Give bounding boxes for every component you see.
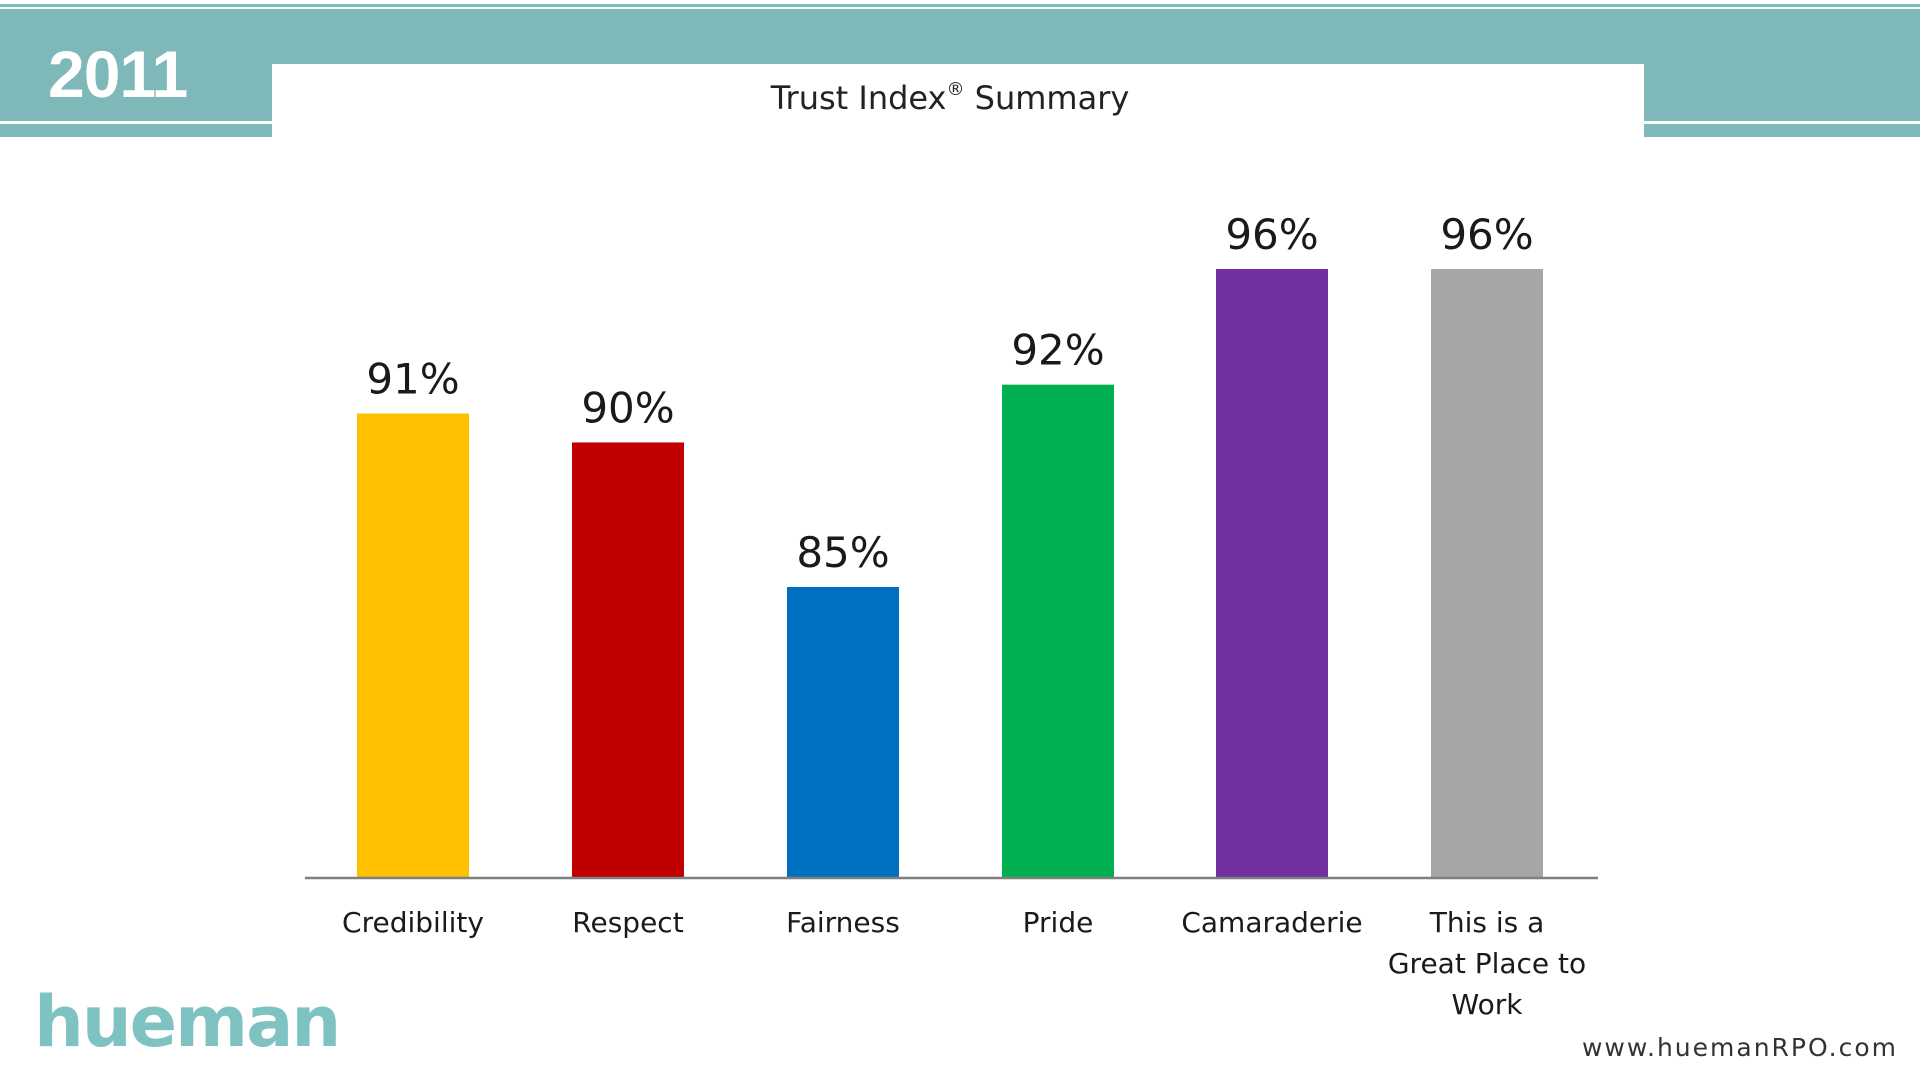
- x-tick-label: Credibility: [342, 906, 484, 939]
- bar-pride: [1002, 384, 1114, 878]
- bar-this-is-a-great-place-to-work: [1431, 269, 1543, 878]
- header-bottom-rule-left: [0, 121, 272, 124]
- header-bottom-rule-right: [1644, 121, 1920, 124]
- chart-panel: [272, 64, 1644, 1054]
- hueman-logo: hueman: [34, 981, 341, 1063]
- x-tick-label: Respect: [572, 906, 683, 939]
- chart-title: Trust Index® Summary: [272, 70, 1628, 118]
- data-label: 90%: [581, 383, 674, 432]
- x-tick-label: Pride: [1023, 906, 1094, 939]
- x-tick-label: Fairness: [786, 906, 900, 939]
- x-tick-label: Great Place to: [1388, 947, 1586, 980]
- data-label: 85%: [796, 528, 889, 577]
- chart-title-suffix: Summary: [964, 79, 1130, 117]
- x-tick-label: This is a: [1429, 906, 1545, 939]
- logo-text: hueman: [34, 981, 341, 1063]
- data-label: 91%: [366, 355, 459, 404]
- bar-respect: [572, 442, 684, 878]
- x-tick-label: Camaraderie: [1181, 906, 1362, 939]
- header-top-rule: [0, 4, 1920, 7]
- year-label: 2011: [48, 37, 188, 111]
- website-url: www.huemanRPO.com: [1581, 1033, 1898, 1062]
- x-tick-label: Work: [1452, 988, 1524, 1021]
- bar-camaraderie: [1216, 269, 1328, 878]
- bar-credibility: [357, 413, 469, 878]
- data-label: 96%: [1440, 210, 1533, 259]
- data-label: 96%: [1225, 210, 1318, 259]
- chart-title-registered-mark: ®: [946, 79, 965, 100]
- bar-fairness: [787, 587, 899, 878]
- data-label: 92%: [1011, 326, 1104, 375]
- chart-title-text: Trust Index: [770, 79, 947, 117]
